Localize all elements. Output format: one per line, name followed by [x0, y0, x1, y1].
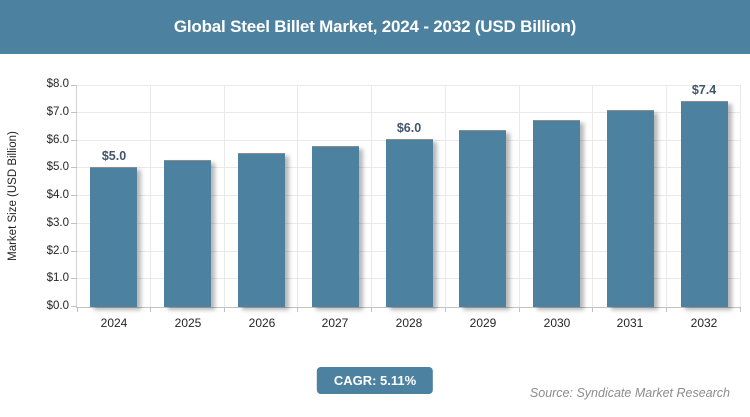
bar-value-label: $6.0 — [396, 121, 422, 135]
y-tick-label: $3.0 — [46, 216, 69, 229]
y-axis-tick — [71, 167, 77, 169]
bar-2026 — [238, 153, 285, 307]
y-axis-tick — [71, 278, 77, 280]
x-tick-label: 2024 — [100, 316, 128, 330]
y-axis-tick — [71, 222, 77, 224]
chart-title: Global Steel Billet Market, 2024 - 2032 … — [173, 17, 577, 36]
bar-2024 — [90, 167, 137, 307]
gridline-vertical — [371, 85, 373, 307]
bar-2028 — [386, 139, 433, 307]
y-tick-label: $1.0 — [46, 272, 69, 285]
bar-value-label: $7.4 — [691, 83, 717, 97]
x-tick-label: 2032 — [690, 316, 718, 330]
bar-2029 — [459, 130, 506, 307]
gridline-horizontal — [77, 111, 741, 113]
x-axis-tick — [371, 307, 373, 312]
gridline-vertical — [297, 85, 299, 307]
bar-2030 — [533, 120, 580, 307]
x-axis-tick — [223, 307, 225, 312]
y-tick-label: $5.0 — [46, 161, 69, 174]
x-axis-tick — [666, 307, 668, 312]
y-axis-tick — [71, 85, 77, 86]
x-tick-label: 2028 — [395, 316, 423, 330]
y-tick-label: $6.0 — [46, 133, 69, 146]
bar-2032 — [681, 101, 728, 307]
bar-2031 — [607, 110, 654, 307]
gridline-vertical — [592, 85, 594, 307]
y-tick-label: $4.0 — [46, 189, 69, 201]
source-text: Source: Syndicate Market Research — [529, 386, 730, 400]
x-tick-label: 2027 — [321, 316, 349, 330]
bar-2025 — [164, 160, 211, 307]
x-axis-tick — [592, 307, 594, 312]
x-axis-tick — [444, 307, 446, 312]
y-tick-label: $7.0 — [46, 105, 69, 118]
y-axis-tick — [71, 195, 77, 196]
x-axis-tick — [518, 307, 520, 312]
y-tick-label: $0.0 — [46, 300, 69, 312]
y-axis-tick — [71, 306, 77, 307]
x-axis-tick — [77, 307, 78, 312]
gridline-horizontal — [77, 85, 741, 86]
y-axis-tick — [71, 111, 77, 113]
gridline-vertical — [149, 85, 151, 307]
y-axis-tick — [71, 139, 77, 141]
gridline-vertical — [740, 85, 741, 307]
x-axis-tick — [740, 307, 741, 312]
y-axis-tick — [71, 250, 77, 252]
bar-value-label: $5.0 — [101, 149, 127, 163]
bar-2027 — [312, 146, 359, 307]
x-tick-label: 2026 — [248, 316, 276, 330]
cagr-badge: CAGR: 5.11% — [316, 367, 434, 394]
x-tick-label: 2031 — [616, 316, 644, 330]
gridline-vertical — [223, 85, 225, 307]
chart-title-bar: Global Steel Billet Market, 2024 - 2032 … — [0, 0, 750, 54]
x-axis-tick — [297, 307, 299, 312]
x-tick-label: 2030 — [543, 316, 571, 330]
x-tick-label: 2029 — [469, 316, 497, 330]
x-axis-tick — [149, 307, 151, 312]
y-tick-label: $2.0 — [46, 244, 69, 257]
gridline-vertical — [444, 85, 446, 307]
gridline-vertical — [518, 85, 520, 307]
plot-area: $0.0 $1.0 $2.0 $3.0 $4.0 $5.0 $6.0 $7.0 $8.0 $5.0… — [47, 78, 741, 330]
y-tick-label: $8.0 — [46, 78, 69, 90]
x-tick-label: 2025 — [174, 316, 202, 330]
gridline-vertical — [666, 85, 668, 307]
